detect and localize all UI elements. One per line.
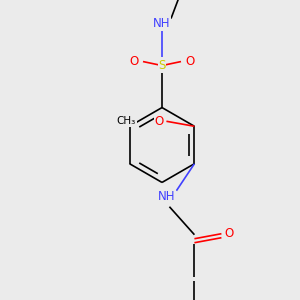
Text: O: O xyxy=(129,55,139,68)
Text: NH: NH xyxy=(153,17,171,30)
Text: O: O xyxy=(225,227,234,240)
Text: CH₃: CH₃ xyxy=(117,116,136,126)
Text: O: O xyxy=(185,55,195,68)
Text: O: O xyxy=(155,115,164,128)
Text: NH: NH xyxy=(158,190,175,203)
Text: S: S xyxy=(158,59,166,72)
